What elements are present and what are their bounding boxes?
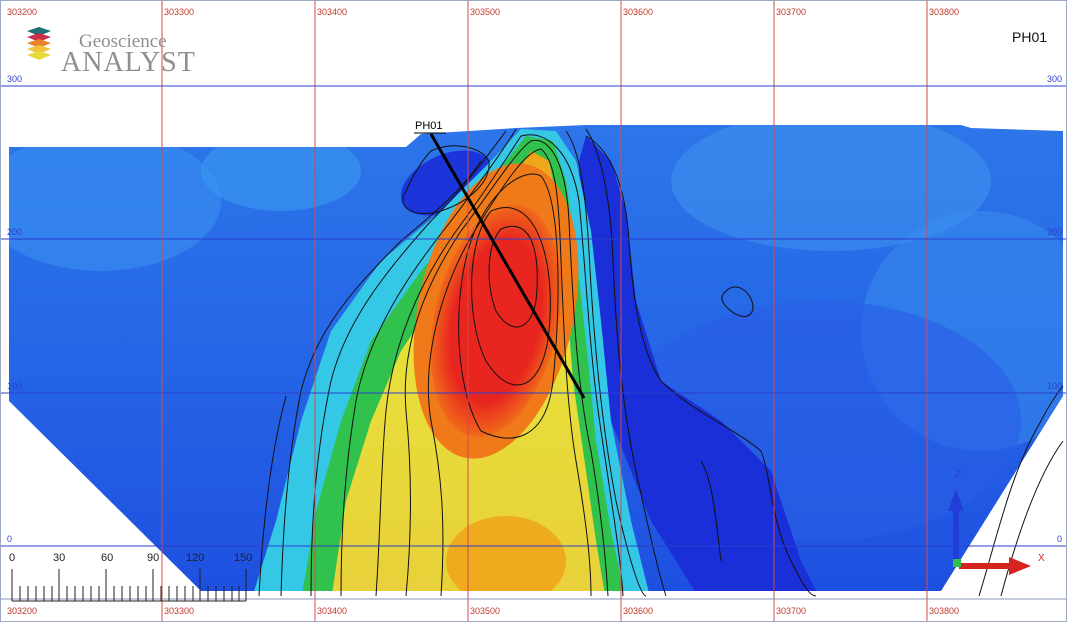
easting-label: 303200	[7, 606, 37, 616]
easting-label: 303400	[317, 7, 347, 17]
easting-labels-top: 303200 303300 303400 303500 303600 30370…	[7, 7, 959, 17]
easting-label: 303800	[929, 7, 959, 17]
scale-label: 90	[147, 552, 159, 564]
elevation-label: 0	[7, 534, 12, 544]
z-axis-label: Z	[955, 469, 961, 480]
easting-label: 303500	[470, 606, 500, 616]
easting-label: 303300	[164, 7, 194, 17]
easting-grid	[161, 1, 928, 621]
elevation-label: 200	[7, 227, 22, 237]
elevation-labels-right: 300 200 100 0	[1047, 74, 1062, 544]
scale-label: 150	[234, 552, 252, 564]
easting-label: 303300	[164, 606, 194, 616]
easting-labels-bottom: 303200 303300 303400 303500 303600 30370…	[7, 606, 959, 616]
conductivity-model	[9, 125, 1063, 591]
easting-label: 303700	[776, 7, 806, 17]
contour-lines	[258, 128, 1064, 597]
elevation-label: 300	[7, 74, 22, 84]
elevation-label: 0	[1057, 534, 1062, 544]
section-title: PH01	[1012, 29, 1047, 45]
elevation-label: 300	[1047, 74, 1062, 84]
elevation-label: 100	[1047, 381, 1062, 391]
elevation-grid	[1, 85, 1066, 547]
logo-stack-icon	[27, 27, 51, 60]
easting-label: 303600	[623, 606, 653, 616]
scale-label: 120	[186, 552, 204, 564]
easting-label: 303700	[776, 606, 806, 616]
scale-label: 0	[9, 552, 15, 564]
scale-label: 30	[53, 552, 65, 564]
drillhole-label: PH01	[415, 120, 443, 132]
elevation-labels-left: 300 200 100 0	[7, 74, 22, 544]
scale-bar: 0 30 60 90 120 150	[9, 552, 252, 602]
easting-label: 303400	[317, 606, 347, 616]
x-axis-label: X	[1038, 553, 1045, 564]
scale-label: 60	[101, 552, 113, 564]
elevation-label: 100	[7, 381, 22, 391]
drillhole-trace[interactable]	[429, 133, 586, 399]
x-axis-arrow-icon	[959, 557, 1031, 575]
drillhole-ph01[interactable]: PH01	[414, 120, 586, 399]
logo-word-bottom: ANALYST	[61, 47, 196, 78]
elevation-label: 200	[1047, 227, 1062, 237]
orientation-axes: Z X	[948, 469, 1045, 575]
geoscience-analyst-logo: Geoscience ANALYST	[27, 27, 196, 78]
easting-label: 303500	[470, 7, 500, 17]
easting-label: 303800	[929, 606, 959, 616]
easting-label: 303200	[7, 7, 37, 17]
logo-word-top: Geoscience	[79, 31, 167, 52]
easting-label: 303600	[623, 7, 653, 17]
z-axis-arrow-icon	[948, 489, 964, 561]
